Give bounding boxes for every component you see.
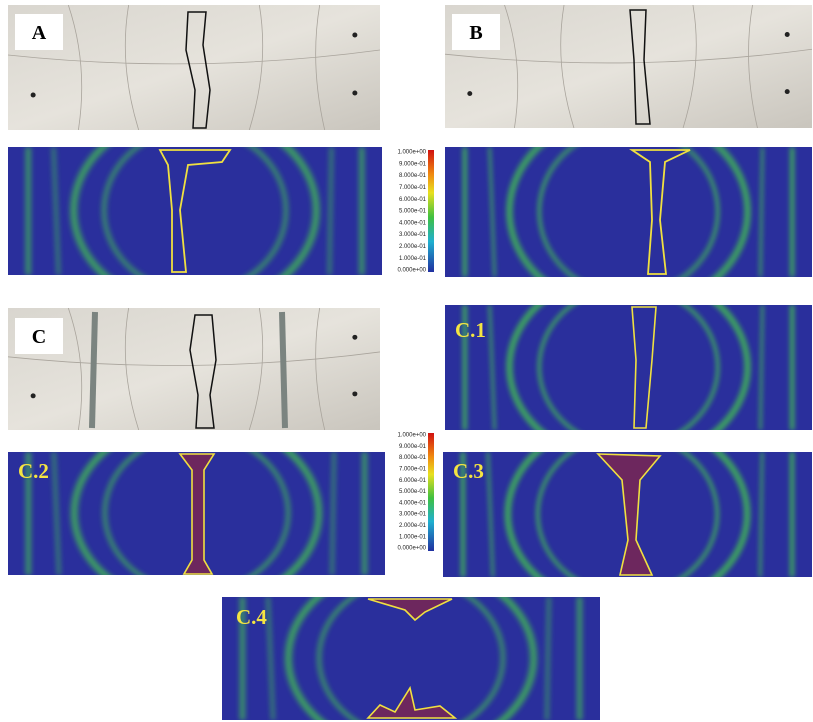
colorbar-label: 1.000e-01 <box>399 534 427 540</box>
colorbar-label: 5.000e-01 <box>399 209 427 215</box>
crack-outline <box>178 453 216 575</box>
crack-outline <box>596 453 662 576</box>
colorbar-label: 1.000e-01 <box>399 256 427 262</box>
panel-label: B <box>469 22 482 44</box>
colorbar-label: 8.000e-01 <box>399 173 427 179</box>
panel-label: C.3 <box>453 459 484 483</box>
colorbar-label: 4.000e-01 <box>399 500 427 506</box>
damage-map <box>445 113 812 311</box>
label-box <box>452 14 500 50</box>
colorbar-label: 1.000e+00 <box>397 433 426 439</box>
crack-outline <box>629 149 691 275</box>
colorbar-label: 3.000e-01 <box>399 232 427 238</box>
colorbar-label: 8.000e-01 <box>399 455 427 461</box>
label-box <box>15 14 63 50</box>
strip <box>279 311 288 429</box>
colorbar-label: 4.000e-01 <box>399 220 427 226</box>
crack-outline <box>367 598 453 622</box>
colorbar-label: 6.000e-01 <box>399 197 427 203</box>
panel-label: C.1 <box>455 318 486 342</box>
colorbar-label: 7.000e-01 <box>399 466 427 472</box>
colorbar-label: 2.000e-01 <box>399 244 427 250</box>
label-box <box>15 318 63 354</box>
colorbar-label: 9.000e-01 <box>399 444 427 450</box>
colorbar-label: 9.000e-01 <box>399 161 427 167</box>
damage-map <box>445 272 812 462</box>
colorbar-label: 7.000e-01 <box>399 185 427 191</box>
damage-map <box>8 113 382 308</box>
panel-label: C <box>32 326 46 348</box>
crack-outline <box>158 149 232 273</box>
panel-label: C.4 <box>236 605 267 629</box>
crack-outline <box>631 306 657 429</box>
panel-label: A <box>32 22 47 44</box>
colorbar-label: 1.000e+00 <box>397 150 426 156</box>
crack-outline <box>366 685 458 719</box>
colorbar <box>428 433 434 551</box>
colorbar-label: 2.000e-01 <box>399 523 427 529</box>
crack-outline <box>629 9 651 125</box>
photo <box>445 5 812 128</box>
colorbar-label: 3.000e-01 <box>399 512 427 518</box>
strip <box>89 311 98 429</box>
colorbar-label: 6.000e-01 <box>399 478 427 484</box>
colorbar-label: 0.000e+00 <box>397 546 426 552</box>
crack-outline <box>185 11 211 129</box>
colorbar <box>428 150 434 272</box>
crack-outline <box>189 314 217 429</box>
colorbar-label: 0.000e+00 <box>397 268 426 274</box>
panel-label: C.2 <box>18 459 49 483</box>
colorbar-label: 5.000e-01 <box>399 489 427 495</box>
